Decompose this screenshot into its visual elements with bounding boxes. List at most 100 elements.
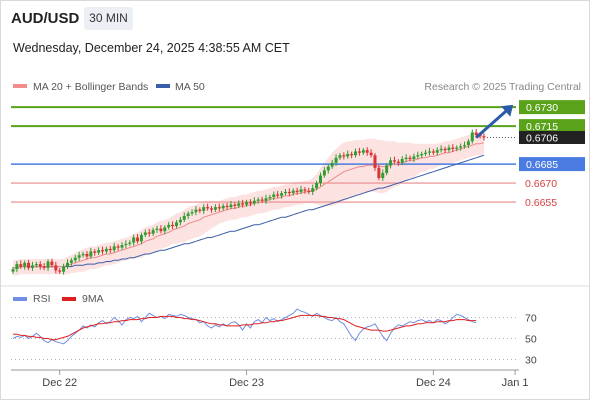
candle-up xyxy=(202,207,206,211)
symbol-title: AUD/USD xyxy=(11,10,80,27)
candle-up xyxy=(112,246,116,251)
candle-down xyxy=(85,253,89,257)
candle-up xyxy=(124,243,128,246)
ma50-legend-swatch xyxy=(156,84,170,88)
candle-up xyxy=(190,212,194,214)
candle-up xyxy=(466,141,470,146)
candle-up xyxy=(311,188,315,192)
ma20-legend-label: MA 20 + Bollinger Bands xyxy=(33,81,148,93)
candle-up xyxy=(272,194,276,197)
candle-down xyxy=(159,228,163,232)
bollinger-band-layer xyxy=(13,131,484,276)
candle-down xyxy=(369,152,373,156)
candle-down xyxy=(431,151,435,153)
candle-up xyxy=(264,198,268,201)
ma20-line xyxy=(13,142,485,269)
candle-up xyxy=(252,200,256,204)
candle-down xyxy=(233,204,237,206)
candle-down xyxy=(136,237,140,242)
candle-down xyxy=(287,191,291,194)
candle-down xyxy=(408,157,412,160)
candle-up xyxy=(89,251,93,257)
candle-down xyxy=(303,189,307,191)
candle-up xyxy=(229,204,233,208)
candle-down xyxy=(225,205,229,208)
candle-down xyxy=(54,265,58,271)
price-legend: MA 20 + Bollinger Bands MA 50 xyxy=(13,81,205,93)
support-label: 0.6655 xyxy=(525,197,557,209)
projection-layer xyxy=(475,104,514,139)
candle-up xyxy=(104,248,108,252)
candle-up xyxy=(81,253,85,256)
candle-up xyxy=(163,227,167,232)
candle-up xyxy=(46,261,50,268)
candle-up xyxy=(69,260,73,263)
candle-up xyxy=(186,213,190,216)
candle-down xyxy=(474,132,478,135)
pivot-tag xyxy=(519,157,585,172)
candle-down xyxy=(206,207,210,209)
candle-up xyxy=(11,269,15,272)
projection-arrow-head xyxy=(500,104,514,117)
candle-down xyxy=(451,147,455,149)
candle-up xyxy=(427,151,431,153)
candle-down xyxy=(42,266,46,268)
candle-up xyxy=(77,255,81,258)
rsi-lines xyxy=(12,308,477,345)
candle-up xyxy=(194,209,198,213)
candle-down xyxy=(482,136,486,138)
candle-down xyxy=(357,151,361,153)
candle-up xyxy=(385,165,389,173)
candle-down xyxy=(260,199,264,201)
ma50-line xyxy=(13,154,485,269)
candle-up xyxy=(361,150,365,153)
rsi-tick-label: 70 xyxy=(525,313,537,325)
x-tick-label: Dec 23 xyxy=(229,377,264,389)
candle-up xyxy=(455,147,459,149)
candle-down xyxy=(365,150,369,153)
candle-up xyxy=(291,190,295,194)
rsi-legend-label: RSI xyxy=(33,293,51,305)
candle-up xyxy=(256,199,260,201)
candle-down xyxy=(27,262,31,268)
rsi-tick-label: 30 xyxy=(525,355,537,367)
candle-down xyxy=(373,155,377,168)
candle-down xyxy=(93,251,97,253)
candle-up xyxy=(155,228,159,230)
resistance-label: 0.6730 xyxy=(526,102,558,114)
candle-up xyxy=(280,193,284,196)
candle-up xyxy=(416,155,420,157)
candle-up xyxy=(318,175,322,184)
candle-up xyxy=(338,155,342,158)
candle-up xyxy=(182,215,186,220)
ma9-legend-label: 9MA xyxy=(82,293,104,305)
rsi-grid: 70 50 30 xyxy=(11,313,537,367)
candle-up xyxy=(424,152,428,154)
candle-up xyxy=(346,153,350,157)
last-price-label: 0.6706 xyxy=(526,133,558,145)
candle-down xyxy=(217,207,221,209)
x-tick-label: Dec 24 xyxy=(416,377,451,389)
candle-up xyxy=(128,242,132,244)
timeframe-button[interactable]: 30 MIN xyxy=(84,7,133,30)
candle-up xyxy=(268,196,272,199)
candle-up xyxy=(34,264,38,266)
resistance-label: 0.6715 xyxy=(526,121,558,133)
candle-up xyxy=(143,232,147,235)
candle-up xyxy=(435,150,439,153)
chart-datetime: Wednesday, December 24, 2025 4:38:55 AM … xyxy=(13,41,290,55)
candle-down xyxy=(101,250,105,252)
candle-down xyxy=(307,190,311,192)
candle-down xyxy=(248,202,252,204)
candle-up xyxy=(174,222,178,227)
candle-down xyxy=(19,264,23,267)
candle-down xyxy=(210,208,214,210)
candle-down xyxy=(108,248,112,251)
candle-up xyxy=(322,170,326,176)
candle-up xyxy=(381,172,385,179)
candle-up xyxy=(151,229,155,234)
candle-up xyxy=(315,183,319,189)
candle-down xyxy=(171,224,175,227)
